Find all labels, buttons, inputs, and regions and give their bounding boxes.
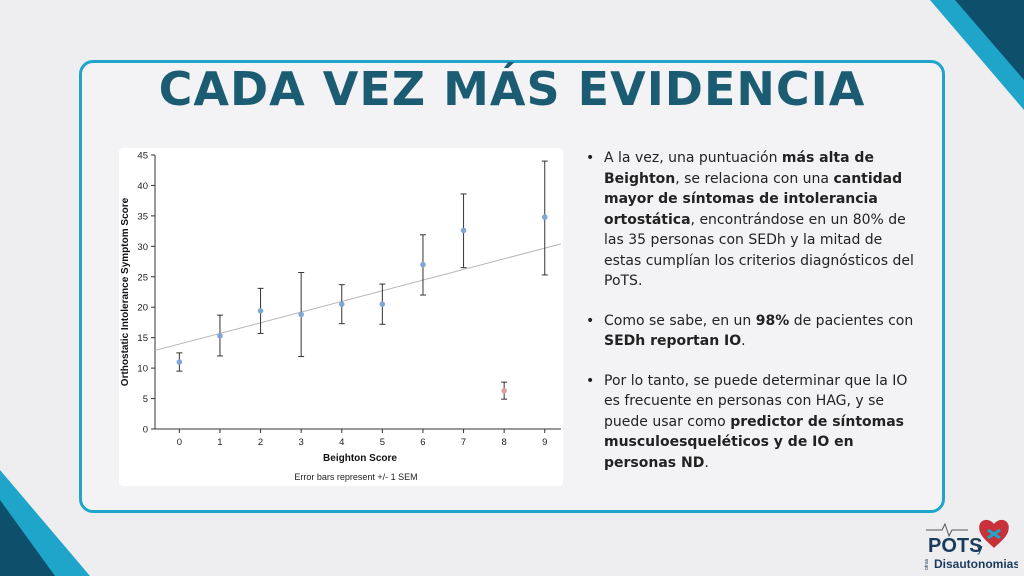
y-tick-label: 15 [137, 333, 148, 344]
bullet-text: Por lo tanto, se puede determinar que la… [604, 372, 908, 430]
x-axis-label: Beighton Score [323, 453, 397, 464]
data-point [338, 301, 345, 307]
x-tick-label: 7 [461, 437, 466, 448]
bullet-text: , encontrándose en un 80% de las 35 pers… [604, 211, 914, 290]
y-axis-label: Orthostatic Intolerance Symptom Score [120, 197, 131, 386]
data-point [298, 311, 304, 318]
chart-footnote: Error bars represent +/- 1 SEM [294, 472, 417, 482]
bullet-list: A la vez, una puntuación más alta de Bei… [584, 148, 914, 492]
logo-text-pots: POTS [928, 535, 982, 557]
bullet-text: Como se sabe, en un [604, 312, 756, 329]
x-tick-label: 3 [299, 437, 304, 448]
data-point [541, 214, 548, 220]
logo-text-disautonomias: Disautonomias [934, 557, 1018, 571]
bullet-bold-text: predictor de síntomas musculoesquelético… [604, 413, 904, 471]
x-tick-label: 5 [380, 437, 385, 448]
y-tick-label: 40 [137, 181, 148, 192]
x-tick-label: 8 [502, 437, 507, 448]
logo-text-y: y [977, 543, 983, 555]
bullet-text: A la vez, una puntuación [604, 150, 782, 166]
y-tick-label: 45 [137, 151, 148, 162]
y-tick-label: 5 [143, 394, 148, 405]
data-point [217, 333, 223, 339]
bullet-bold-text: cantidad mayor de síntomas de intoleranc… [604, 170, 903, 228]
y-tick-label: 35 [137, 211, 148, 222]
data-point [379, 301, 386, 307]
data-point [501, 387, 507, 394]
data-point [257, 308, 264, 314]
chart-panel: 0 5 10 15 20 25 30 35 40 45 0 1 2 3 4 5 6 7 8 9 Beighton Sco… [119, 148, 563, 486]
x-tick-label: 0 [177, 437, 182, 448]
x-tick-label: 1 [217, 437, 222, 448]
x-tick-label: 9 [542, 437, 547, 448]
slide-title: CADA VEZ MÁS EVIDENCIA [158, 62, 866, 116]
trend-line [154, 243, 562, 351]
y-tick-label: 0 [143, 425, 148, 436]
y-tick-label: 20 [137, 303, 148, 314]
x-tick-label: 2 [258, 437, 263, 448]
logo-text-otras: otras [924, 558, 930, 570]
data-point [176, 359, 183, 365]
bullet-text: , se relaciona con una [675, 170, 834, 187]
bullet-bold-text: SEDh reportan IO [604, 333, 742, 349]
bullet-item: Como se sabe, en un 98% de pacientes con… [584, 311, 914, 352]
bullet-item: Por lo tanto, se puede determinar que la… [584, 371, 914, 474]
x-tick-label: 6 [420, 437, 425, 448]
pots-logo: POTS y Disautonomias otras [924, 519, 1018, 571]
y-tick-label: 25 [137, 272, 148, 283]
bullet-text: . [704, 454, 709, 471]
bullet-bold-text: 98% [755, 312, 790, 329]
y-tick-label: 30 [137, 242, 148, 253]
x-tick-label: 4 [339, 437, 344, 448]
bullet-text: de pacientes con [789, 312, 914, 329]
data-point [460, 227, 467, 234]
data-point [420, 261, 426, 268]
bullet-bold-text: más alta de Beighton [604, 150, 874, 187]
bullet-item: A la vez, una puntuación más alta de Bei… [584, 148, 914, 292]
y-tick-label: 10 [137, 364, 148, 375]
bullet-text: . [741, 333, 746, 349]
